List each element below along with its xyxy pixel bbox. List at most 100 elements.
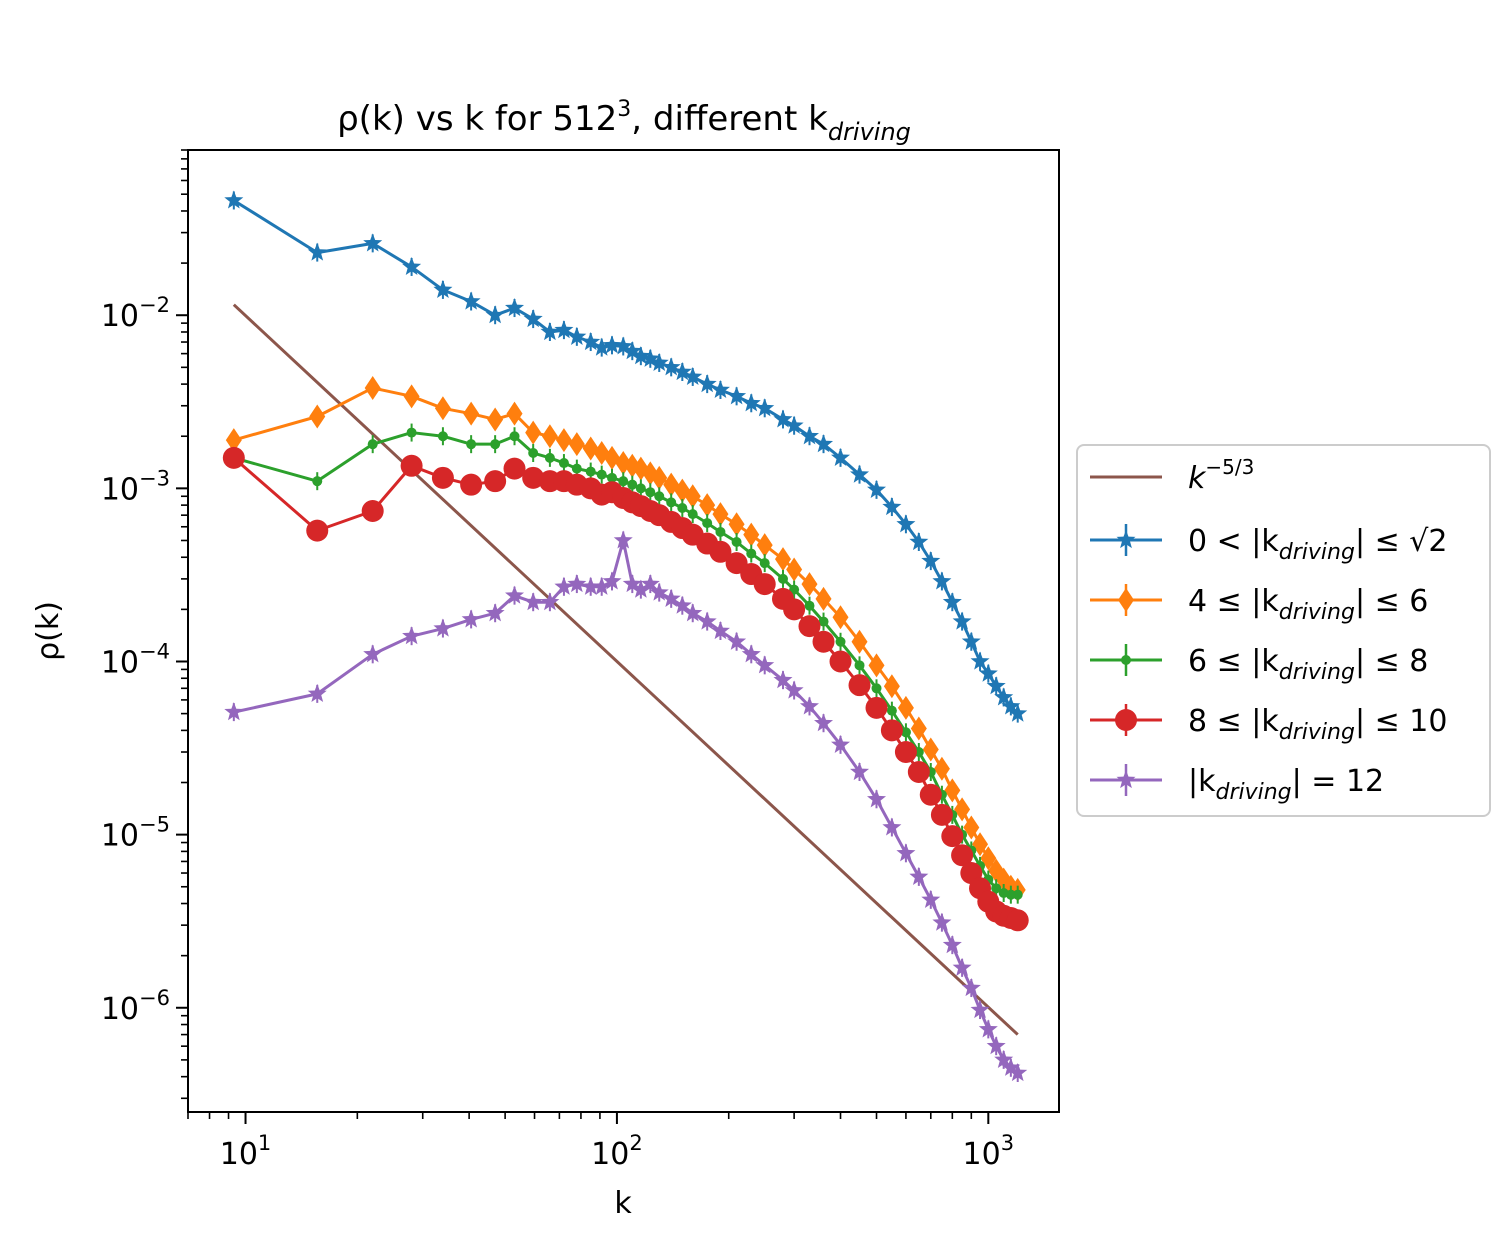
data-point	[882, 817, 902, 836]
data-point	[544, 452, 555, 463]
data-point	[403, 384, 420, 409]
data-point	[460, 473, 483, 496]
data-point	[746, 548, 757, 559]
data-point	[909, 866, 929, 885]
data-point	[622, 574, 642, 593]
data-point	[963, 815, 980, 840]
legend-label: 4 ≤ |kdriving| ≤ 6	[1188, 584, 1428, 625]
data-point	[1005, 889, 1016, 900]
data-point	[613, 336, 633, 355]
data-point	[818, 616, 829, 627]
legend-entries: k−5/3 0 < |kdriving| ≤ √2 4 ≤ |kdriving| ≤…	[1090, 455, 1447, 805]
data-point	[784, 415, 804, 434]
data-point	[433, 618, 453, 637]
data-point	[773, 670, 793, 689]
data-point	[731, 536, 742, 547]
data-point	[759, 558, 770, 569]
data-point	[812, 630, 835, 653]
data-point	[661, 588, 681, 607]
data-point	[896, 843, 916, 862]
data-point	[942, 592, 962, 611]
y-tick-label: 10−3	[101, 466, 170, 507]
series-4	[222, 446, 1029, 932]
legend-entry-3: 6 ≤ |kdriving| ≤ 8	[1090, 644, 1428, 685]
data-point	[581, 332, 601, 351]
data-point	[919, 783, 942, 806]
y-tick-label: 10−2	[101, 293, 170, 334]
data-point	[994, 687, 1014, 706]
data-point	[978, 1019, 998, 1038]
data-point	[941, 825, 964, 848]
chart-title: ρ(k) vs k for 5123, different kdriving	[337, 97, 911, 146]
legend-marker	[1118, 588, 1134, 612]
series-1	[224, 190, 1028, 723]
data-point	[683, 366, 703, 386]
data-point	[709, 540, 732, 563]
data-point	[942, 935, 962, 954]
data-point	[1006, 909, 1029, 932]
legend-marker	[1121, 655, 1131, 665]
data-point	[741, 644, 761, 663]
data-point	[783, 598, 806, 621]
data-point	[487, 407, 504, 432]
data-point	[715, 526, 726, 537]
data-point	[784, 680, 804, 699]
data-point	[755, 655, 775, 674]
data-point	[702, 518, 713, 529]
data-point	[933, 756, 950, 781]
data-point	[804, 600, 815, 611]
data-point	[897, 695, 914, 720]
data-point	[951, 844, 974, 867]
data-point	[433, 279, 453, 298]
data-point	[851, 629, 868, 654]
data-point	[631, 579, 651, 598]
data-point	[224, 190, 244, 209]
data-point	[1001, 1057, 1021, 1076]
data-point	[461, 609, 481, 628]
legend-marker	[1115, 709, 1137, 731]
data-point	[363, 233, 383, 252]
data-point	[558, 458, 569, 469]
data-point	[814, 713, 834, 732]
y-axis-label: ρ(k)	[31, 601, 66, 661]
data-point	[921, 889, 941, 908]
data-point	[607, 472, 618, 483]
data-point	[986, 676, 1006, 695]
data-point	[697, 611, 717, 630]
data-point	[661, 357, 681, 376]
legend-label: k−5/3	[1188, 455, 1254, 496]
data-point	[756, 533, 773, 558]
data-point	[506, 401, 523, 426]
x-tick-label: 103	[963, 1131, 1015, 1172]
data-point	[786, 557, 803, 582]
series-layer	[222, 190, 1029, 1082]
data-point	[994, 1049, 1014, 1068]
data-point	[829, 650, 852, 673]
x-tick-label: 102	[591, 1131, 643, 1172]
data-point	[485, 305, 505, 324]
data-point	[554, 576, 574, 595]
data-point	[622, 341, 642, 360]
data-point	[952, 957, 972, 976]
y-tick-label: 10−5	[101, 813, 170, 854]
data-point	[505, 298, 525, 317]
data-point	[932, 912, 952, 931]
data-point	[505, 585, 525, 604]
data-point	[687, 509, 698, 520]
data-point	[363, 644, 383, 663]
data-point	[613, 530, 633, 549]
legend-label: |kdriving| = 12	[1188, 764, 1384, 805]
data-point	[801, 572, 818, 597]
y-tick-label: 10−6	[101, 986, 170, 1027]
legend-entry-4: 8 ≤ |kdriving| ≤ 10	[1090, 704, 1447, 745]
data-point	[854, 660, 865, 671]
data-point	[571, 463, 582, 474]
data-point	[880, 719, 903, 742]
data-point	[361, 499, 384, 522]
data-point	[631, 346, 651, 365]
data-point	[865, 696, 888, 719]
data-point	[640, 574, 660, 593]
legend-label: 0 < |kdriving| ≤ √2	[1188, 524, 1447, 565]
legend-marker	[1116, 530, 1136, 549]
